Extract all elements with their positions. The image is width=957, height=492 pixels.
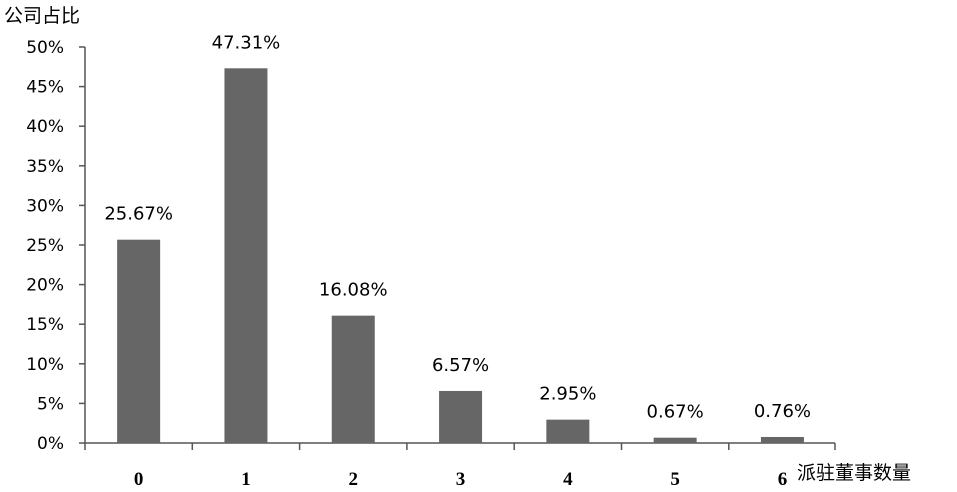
data-label: 47.31% — [212, 32, 281, 53]
bar-0 — [117, 239, 161, 443]
y-tick-label: 25% — [26, 236, 64, 256]
y-tick-label: 40% — [26, 117, 64, 137]
y-tick-label: 50% — [26, 38, 64, 58]
bar-5 — [653, 437, 697, 443]
data-label: 6.57% — [432, 355, 489, 376]
x-axis-ticks: 0 1 2 3 4 5 6 — [84, 443, 836, 490]
data-label: 0.67% — [647, 402, 704, 423]
x-tick-label: 6 — [778, 469, 788, 487]
y-axis-ticks: 0% 5% 10% 15% 20% 25% 30% 35% 40% 45% 50% — [26, 38, 85, 454]
x-tick-label: 5 — [670, 469, 680, 487]
x-tick-label: 3 — [456, 469, 466, 487]
y-tick-label: 5% — [37, 394, 64, 414]
data-label: 25.67% — [104, 204, 173, 225]
bar-series — [117, 68, 804, 443]
bar-1 — [224, 68, 268, 443]
x-tick-label: 0 — [134, 469, 144, 487]
y-tick-label: 20% — [26, 276, 64, 296]
y-tick-label: 35% — [26, 157, 64, 177]
bar-4 — [546, 419, 590, 443]
bar-2 — [331, 315, 375, 443]
y-axis-title: 公司占比 — [4, 5, 80, 27]
y-tick-label: 15% — [26, 315, 64, 335]
x-axis-title: 派驻董事数量 — [797, 462, 911, 484]
y-tick-label: 10% — [26, 355, 64, 375]
x-tick-label: 4 — [563, 469, 573, 487]
y-tick-label: 30% — [26, 196, 64, 216]
data-label: 0.76% — [754, 401, 811, 422]
data-label: 2.95% — [539, 384, 596, 405]
data-labels: 25.67% 47.31% 16.08% 6.57% 2.95% 0.67% 0.76% — [104, 32, 811, 422]
y-tick-label: 45% — [26, 78, 64, 98]
bar-3 — [439, 390, 483, 443]
bar-6 — [760, 436, 804, 443]
y-tick-label: 0% — [37, 434, 64, 454]
data-label: 16.08% — [319, 280, 388, 301]
x-tick-label: 1 — [241, 469, 251, 487]
x-tick-label: 2 — [349, 469, 359, 487]
